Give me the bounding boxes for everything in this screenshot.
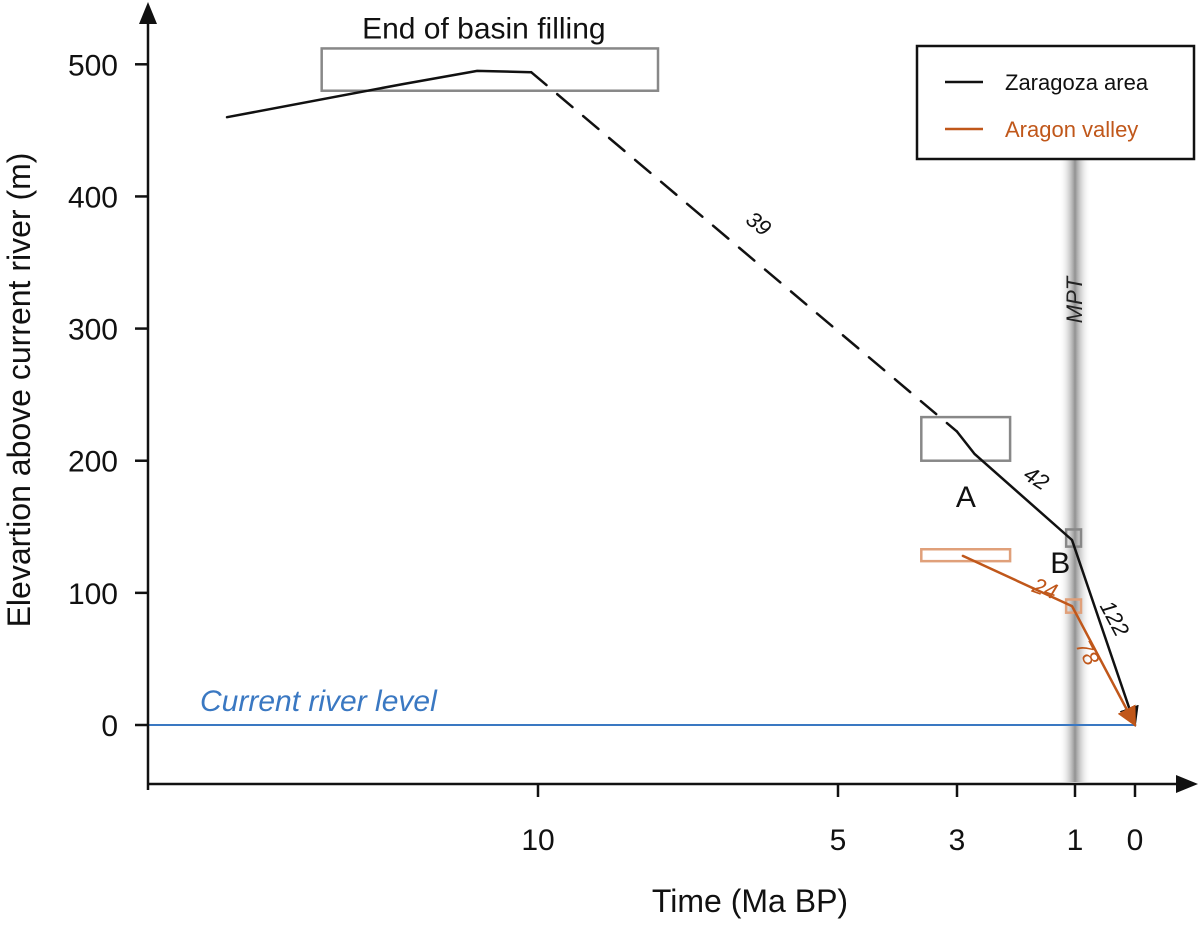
legend: Zaragoza area Aragon valley (915, 44, 1196, 161)
legend-label-zaragoza: Zaragoza area (1005, 70, 1149, 95)
y-tick-label: 400 (68, 181, 118, 214)
y-ticks: 500 400 300 200 100 0 (68, 49, 148, 743)
legend-label-aragon: Aragon valley (1005, 117, 1138, 142)
y-tick-label: 300 (68, 314, 118, 347)
y-tick-label: 200 (68, 446, 118, 479)
point-label: B (1050, 547, 1070, 580)
y-axis-title: Elevartion above current river (m) (1, 153, 37, 628)
x-tick-label: 0 (1127, 824, 1144, 857)
x-tick-label: 5 (830, 824, 847, 857)
range-box (920, 415, 1012, 462)
x-tick-label: 10 (521, 824, 554, 857)
x-axis (148, 775, 1198, 793)
rate-label: 39 (741, 206, 776, 241)
series-line (529, 70, 959, 433)
range-box (920, 548, 1012, 563)
y-tick-label: 100 (68, 578, 118, 611)
x-tick-label: 1 (1067, 824, 1084, 857)
range-boxes: End of basin filling (320, 12, 1083, 614)
y-tick-label: 500 (68, 49, 118, 82)
x-tick-label: 3 (949, 824, 966, 857)
rate-label: 42 (1019, 461, 1053, 495)
point-label: A (956, 481, 976, 514)
x-ticks: 10 5 3 1 0 (521, 784, 1143, 857)
series-lines (225, 69, 1139, 727)
range-box (1064, 598, 1083, 614)
box-label: End of basin filling (362, 12, 606, 45)
mpt-band (1059, 160, 1091, 782)
y-axis (139, 2, 157, 790)
range-box (320, 47, 660, 92)
series-line (961, 554, 1137, 727)
rate-label: 122 (1095, 596, 1134, 640)
current-river-level-label: Current river level (200, 685, 438, 718)
series-line (955, 430, 1139, 727)
y-tick-label: 0 (101, 710, 118, 743)
x-axis-title: Time (Ma BP) (652, 883, 848, 919)
mpt-label: MPT (1062, 275, 1087, 323)
series-line (225, 69, 533, 119)
